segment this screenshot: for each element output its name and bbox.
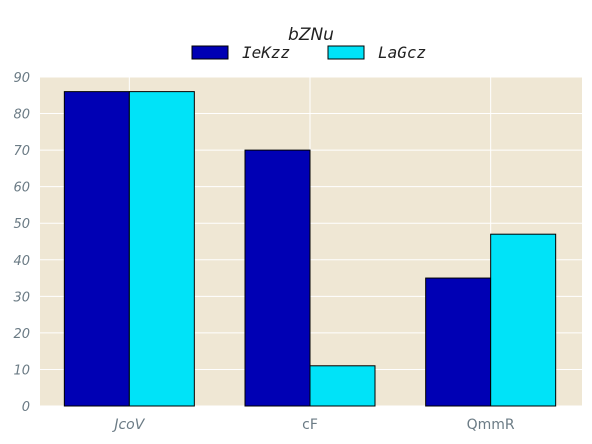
bar-LaGcz-JcoV <box>128 91 195 407</box>
y-tick-label: 50 <box>13 217 30 232</box>
legend-label-LaGcz: LaGcz <box>378 43 426 62</box>
x-axis-tick-labels: JcoV cF QmmR <box>111 417 515 433</box>
legend-label-IeKzz: IeKzz <box>242 43 290 62</box>
bars <box>63 91 557 407</box>
y-tick-label: 90 <box>13 71 30 86</box>
y-tick-label: 60 <box>13 181 30 196</box>
bar-IeKzz-JcoV <box>63 91 130 407</box>
bar-LaGcz-QmmR <box>490 233 557 407</box>
chart-title: bZNu <box>288 25 334 45</box>
x-tick-label: cF <box>302 417 318 433</box>
legend: IeKzz LaGcz <box>191 43 426 62</box>
x-tick-label: QmmR <box>467 417 515 433</box>
y-tick-label: 20 <box>13 327 30 342</box>
bar-IeKzz-QmmR <box>425 277 492 407</box>
y-tick-label: 30 <box>13 290 30 305</box>
legend-swatch-LaGcz <box>327 45 365 60</box>
y-tick-label: 40 <box>13 254 30 269</box>
y-tick-label: 80 <box>13 108 30 123</box>
bar-LaGcz-cF <box>309 365 376 407</box>
y-tick-label: 10 <box>13 363 30 378</box>
legend-swatch-IeKzz <box>191 45 229 60</box>
y-tick-label: 0 <box>22 400 30 415</box>
x-tick-label: JcoV <box>111 417 145 433</box>
y-tick-label: 70 <box>13 144 30 159</box>
bar-IeKzz-cF <box>244 149 311 407</box>
y-axis-tick-labels: 0 10 20 30 40 50 60 70 80 90 <box>13 71 30 415</box>
